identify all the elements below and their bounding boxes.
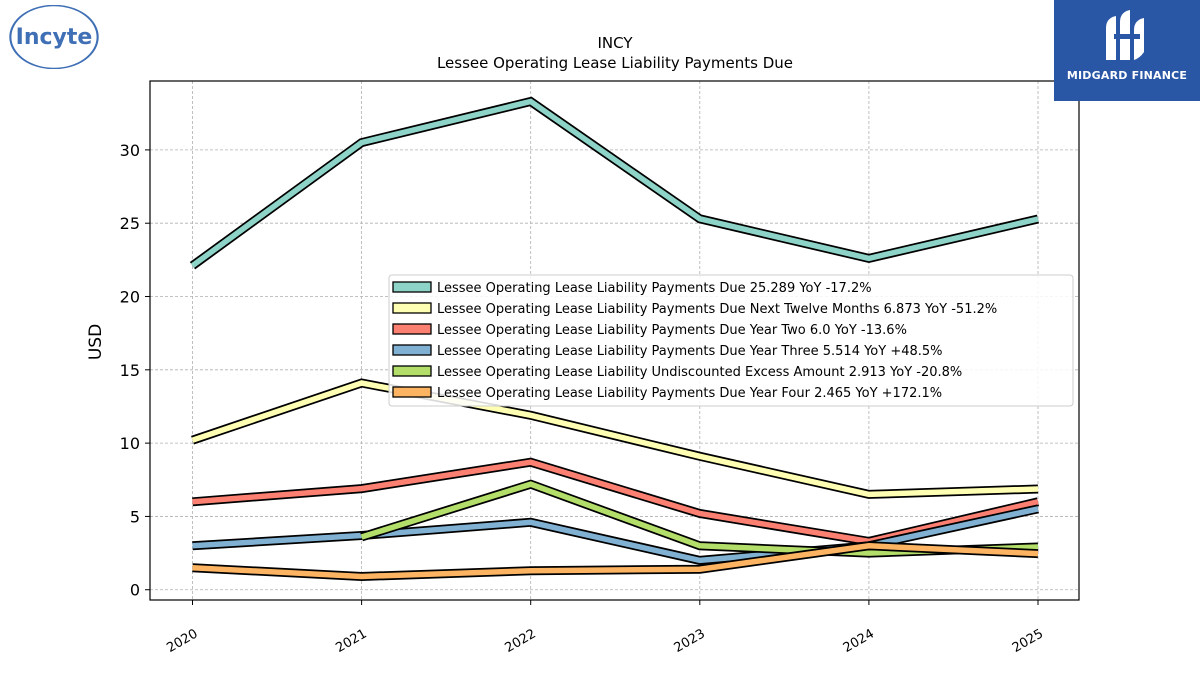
incyte-logo: Incyte xyxy=(6,4,102,70)
legend-swatch xyxy=(392,386,432,398)
midgard-finance-text: MIDGARD FINANCE xyxy=(1066,69,1188,82)
series-line-stroke xyxy=(191,380,1039,498)
x-tick-label: 2025 xyxy=(1010,626,1046,656)
x-tick-label: 2022 xyxy=(503,626,539,656)
legend-label: Lessee Operating Lease Liability Payment… xyxy=(437,323,907,338)
series-line-stroke xyxy=(192,459,1039,545)
incyte-logo-text: Incyte xyxy=(16,25,93,50)
x-tick-label: 2020 xyxy=(164,626,200,656)
legend-swatch xyxy=(392,365,432,377)
plot-frame xyxy=(149,80,1080,601)
y-tick-label: 25 xyxy=(120,214,140,233)
series-line-outline xyxy=(189,96,1040,270)
x-tick-label: 2023 xyxy=(672,626,708,656)
legend-label: Lessee Operating Lease Liability Payment… xyxy=(437,281,872,296)
x-tick-label: 2024 xyxy=(841,626,877,656)
legend-swatch xyxy=(392,281,432,293)
x-tick-label: 2021 xyxy=(333,626,369,656)
legend-label: Lessee Operating Lease Liability Payment… xyxy=(437,386,942,401)
y-tick-label: 20 xyxy=(120,288,140,307)
legend-label: Lessee Operating Lease Liability Payment… xyxy=(437,302,997,317)
chart-subtitle: Lessee Operating Lease Liability Payment… xyxy=(437,54,793,72)
midgard-emblem-icon xyxy=(1106,10,1144,60)
series-lines xyxy=(189,96,1040,582)
y-tick-label: 10 xyxy=(120,434,140,453)
chart-title: INCY xyxy=(597,34,633,52)
series-line-1 xyxy=(189,96,1040,270)
y-axis-label: USD xyxy=(86,324,106,360)
midgard-finance-logo: MIDGARD FINANCE xyxy=(1054,0,1200,101)
series-line-4 xyxy=(192,504,1039,565)
legend-swatch xyxy=(392,302,432,314)
legend-swatch xyxy=(392,323,432,335)
series-line-3 xyxy=(192,457,1040,546)
legend: Lessee Operating Lease Liability Payment… xyxy=(388,274,1074,407)
series-line-stroke xyxy=(192,506,1039,564)
series-line-stroke xyxy=(192,543,1039,580)
y-tick-label: 15 xyxy=(120,361,140,380)
series-line-2 xyxy=(191,378,1039,499)
legend-swatch xyxy=(392,344,432,356)
y-tick-label: 30 xyxy=(120,141,140,160)
series-line-stroke xyxy=(190,98,1039,268)
legend-label: Lessee Operating Lease Liability Undisco… xyxy=(437,365,962,380)
legend-label: Lessee Operating Lease Liability Payment… xyxy=(437,344,943,359)
y-tick-label: 5 xyxy=(130,507,140,526)
legend-box xyxy=(388,274,1074,407)
y-tick-label: 0 xyxy=(130,581,140,600)
series-line-6 xyxy=(192,541,1039,582)
